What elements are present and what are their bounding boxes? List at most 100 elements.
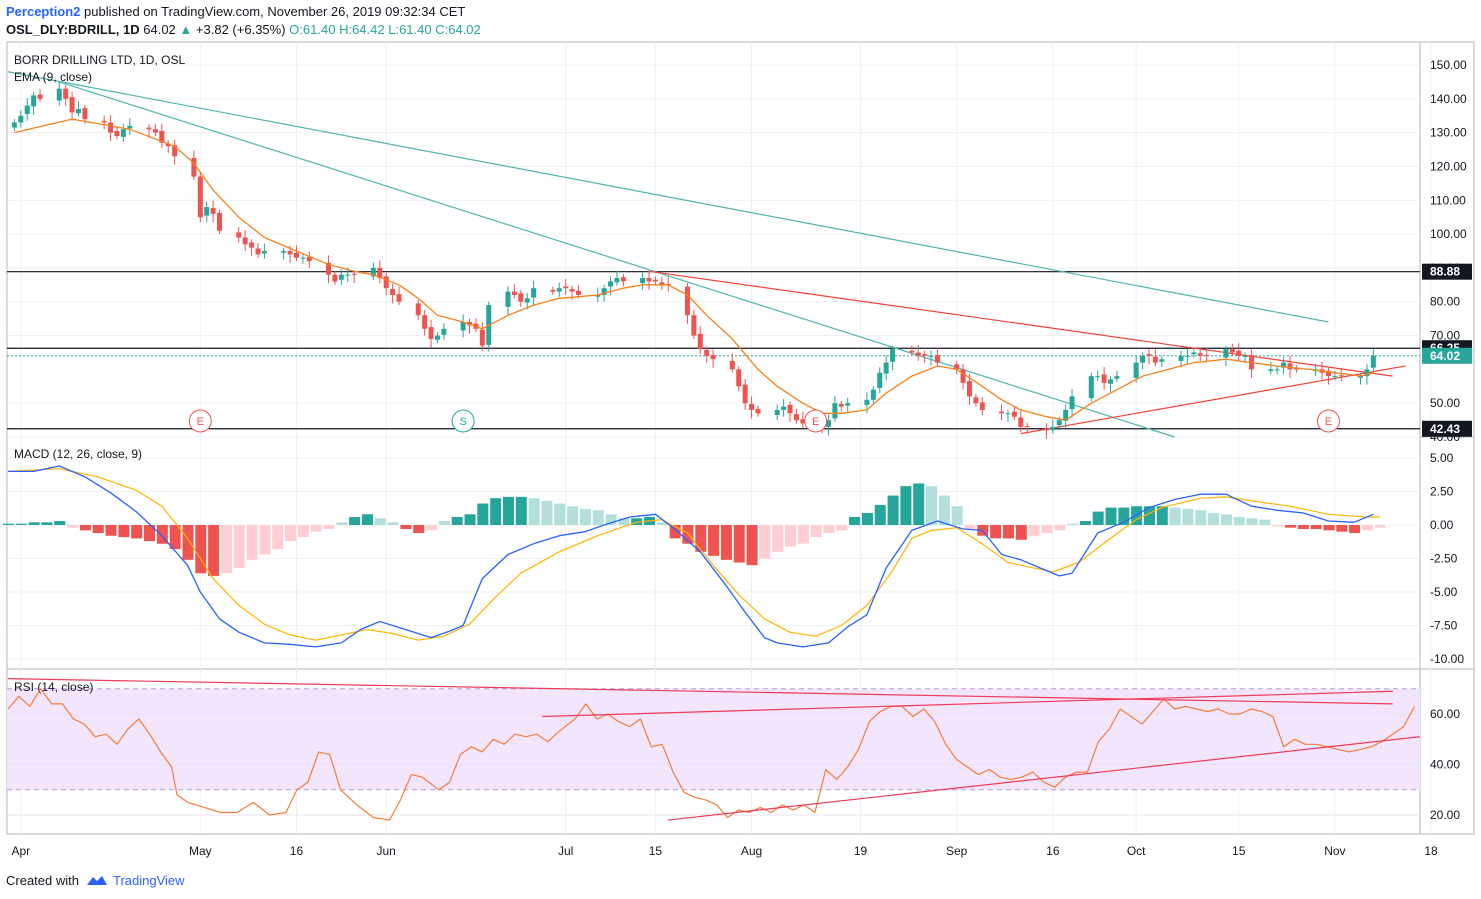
candle-body bbox=[1184, 355, 1190, 357]
macd-histogram-bar bbox=[41, 522, 53, 525]
macd-histogram-bar bbox=[746, 525, 758, 566]
macd-histogram-bar bbox=[1041, 525, 1053, 534]
candle-body bbox=[742, 384, 748, 404]
macd-histogram-bar bbox=[1015, 525, 1027, 540]
candle-body bbox=[1223, 349, 1229, 358]
macd-histogram-bar bbox=[1233, 516, 1245, 525]
macd-histogram-bar bbox=[413, 525, 425, 534]
macd-histogram-bar bbox=[1028, 525, 1040, 536]
symbol-name: OSL_DLY:BDRILL, 1D bbox=[6, 22, 140, 37]
candle-body bbox=[37, 94, 43, 99]
candle-body bbox=[1325, 371, 1331, 377]
macd-histogram-bar bbox=[336, 522, 348, 525]
macd-histogram-bar bbox=[131, 525, 143, 539]
macd-histogram-bar bbox=[310, 525, 322, 532]
macd-histogram-bar bbox=[54, 520, 66, 525]
macd-histogram-bar bbox=[528, 498, 540, 525]
candle-body bbox=[306, 256, 312, 262]
x-tick-label: 19 bbox=[854, 844, 868, 858]
candle-body bbox=[24, 105, 30, 115]
candle-body bbox=[165, 143, 171, 147]
x-tick-label: May bbox=[189, 844, 212, 858]
candle-body bbox=[479, 329, 485, 346]
rsi-tick-label: 40.00 bbox=[1430, 758, 1460, 772]
candle-body bbox=[684, 286, 690, 316]
tradingview-brand-link[interactable]: TradingView bbox=[113, 873, 185, 888]
candle-body bbox=[108, 122, 114, 133]
author-link[interactable]: Perception2 bbox=[6, 4, 81, 19]
price-tick-label: 70.00 bbox=[1430, 329, 1460, 343]
macd-histogram-bar bbox=[1118, 507, 1130, 525]
macd-histogram-bar bbox=[938, 495, 950, 525]
candle-body bbox=[890, 349, 896, 362]
macd-histogram-bar bbox=[695, 525, 707, 552]
candle-body bbox=[877, 372, 883, 388]
candle-body bbox=[729, 360, 735, 370]
macd-histogram-bar bbox=[1349, 525, 1361, 534]
candle-body bbox=[441, 328, 447, 335]
candle-body bbox=[204, 207, 210, 216]
x-tick-label: Sep bbox=[946, 844, 968, 858]
macd-histogram-bar bbox=[579, 508, 591, 525]
candle-body bbox=[710, 354, 716, 360]
macd-histogram-bar bbox=[772, 525, 784, 552]
candle-body bbox=[1095, 376, 1101, 378]
candle-body bbox=[659, 282, 665, 285]
macd-histogram-bar bbox=[567, 506, 579, 525]
candle-body bbox=[922, 354, 928, 356]
macd-histogram-bar bbox=[733, 525, 745, 563]
macd-histogram-bar bbox=[810, 525, 822, 538]
candle-body bbox=[287, 251, 293, 255]
macd-histogram-bar bbox=[849, 516, 861, 525]
macd-histogram-bar bbox=[618, 518, 630, 525]
event-marker-label: E bbox=[1325, 416, 1332, 428]
candle-body bbox=[787, 404, 793, 414]
candle-body bbox=[1043, 428, 1049, 431]
macd-histogram-bar bbox=[1297, 525, 1309, 530]
candle-body bbox=[845, 403, 851, 406]
macd-histogram-bar bbox=[1272, 525, 1284, 527]
trend-line-green bbox=[59, 81, 1175, 438]
macd-histogram-bar bbox=[669, 525, 681, 539]
macd-histogram-bar bbox=[605, 514, 617, 525]
candle-body bbox=[396, 294, 402, 302]
candle-body bbox=[82, 108, 88, 120]
x-tick-label: 18 bbox=[1424, 844, 1438, 858]
publish-header: Perception2 published on TradingView.com… bbox=[6, 4, 465, 19]
candle-body bbox=[146, 127, 152, 130]
macd-histogram-bar bbox=[1079, 520, 1091, 525]
candle-body bbox=[595, 294, 601, 297]
candle-body bbox=[1370, 355, 1376, 368]
candle-body bbox=[120, 129, 126, 137]
candle-body bbox=[1050, 426, 1056, 431]
macd-histogram-bar bbox=[477, 503, 489, 525]
candle-body bbox=[1018, 417, 1024, 427]
macd-histogram-bar bbox=[823, 525, 835, 534]
ohlc-low: L:61.40 bbox=[388, 22, 432, 37]
trend-line-green bbox=[7, 71, 1329, 323]
macd-tick-label: -7.50 bbox=[1430, 619, 1458, 633]
candle-body bbox=[460, 322, 466, 331]
candle-body bbox=[511, 291, 517, 295]
candle-body bbox=[217, 212, 223, 231]
candle-body bbox=[550, 289, 556, 292]
macd-histogram-bar bbox=[720, 525, 732, 560]
candle-body bbox=[210, 207, 216, 214]
x-tick-label: Aug bbox=[741, 844, 762, 858]
candle-body bbox=[1108, 379, 1114, 384]
candle-body bbox=[1140, 355, 1146, 363]
candle-body bbox=[63, 88, 69, 99]
macd-histogram-bar bbox=[220, 525, 232, 574]
macd-histogram-bar bbox=[836, 525, 848, 531]
candle-body bbox=[954, 364, 960, 370]
event-marker-label: E bbox=[197, 416, 204, 428]
macd-tick-label: -2.50 bbox=[1430, 552, 1458, 566]
macd-tick-label: 5.00 bbox=[1430, 451, 1454, 465]
macd-histogram-bar bbox=[964, 525, 976, 530]
candle-body bbox=[1069, 396, 1075, 410]
candle-body bbox=[870, 389, 876, 400]
candle-body bbox=[749, 404, 755, 410]
candle-body bbox=[345, 274, 351, 276]
macd-histogram-bar bbox=[349, 516, 361, 525]
